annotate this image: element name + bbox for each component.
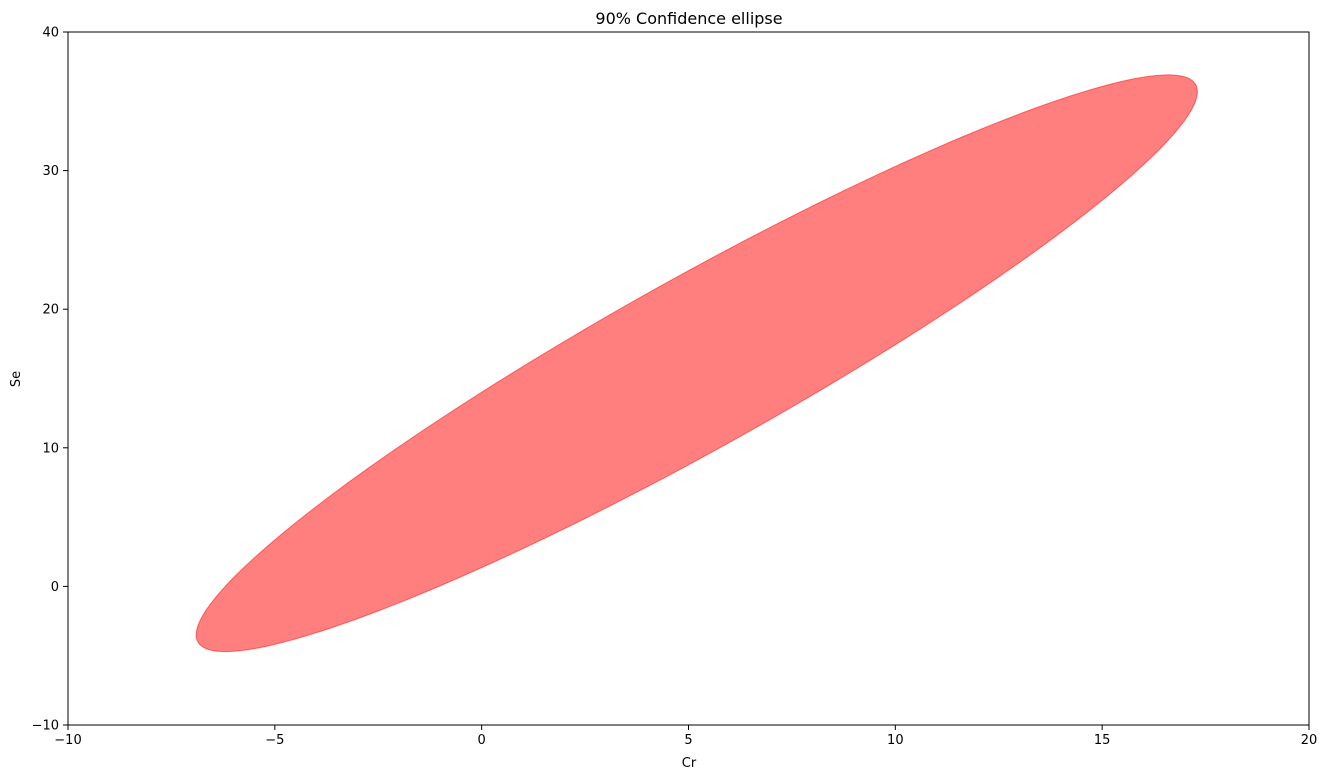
x-tick-label: 20 [1301, 733, 1318, 748]
plot-area: −10 −5 0 5 10 15 20 −10 0 10 20 30 40 [32, 26, 1318, 749]
y-tick-label: 0 [51, 580, 59, 595]
x-tick-label: 5 [684, 733, 692, 748]
confidence-ellipse [195, 74, 1198, 653]
y-tick-label: 40 [42, 26, 59, 41]
x-tick-label: 0 [478, 733, 486, 748]
x-tick-label: −10 [54, 733, 81, 748]
y-tick-label: 30 [42, 164, 59, 179]
y-tick-label: 20 [42, 303, 59, 318]
x-tick-label: −5 [265, 733, 284, 748]
y-tick-label: 10 [42, 441, 59, 456]
x-tick-label: 10 [887, 733, 904, 748]
chart-title: 90% Confidence ellipse [595, 9, 782, 28]
x-axis-label: Cr [682, 756, 697, 771]
y-axis-label: Se [9, 371, 24, 387]
y-tick-label: −10 [32, 719, 59, 734]
x-tick-label: 15 [1094, 733, 1111, 748]
